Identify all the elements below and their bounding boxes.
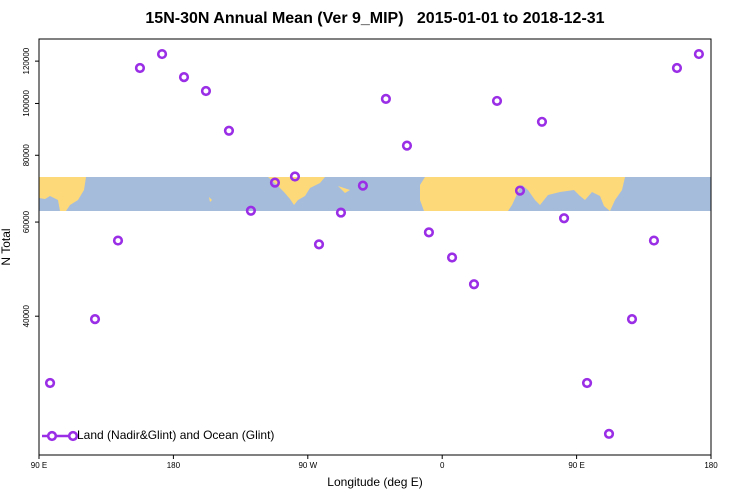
point: [491, 95, 503, 107]
point: [269, 177, 281, 188]
point: [514, 185, 526, 196]
y-tick-label: 40000: [22, 305, 31, 328]
legend-marker: [67, 430, 79, 442]
point: [581, 377, 593, 389]
x-tick-label: 180: [704, 461, 718, 470]
x-axis-label: Longitude (deg E): [327, 475, 422, 489]
point: [648, 235, 660, 246]
point: [156, 48, 168, 60]
point: [401, 140, 413, 151]
point: [603, 428, 615, 439]
point: [178, 72, 190, 83]
chart-title: 15N-30N Annual Mean (Ver 9_MIP) 2015-01-…: [145, 10, 604, 27]
y-tick-label: 120000: [22, 47, 31, 74]
point: [380, 93, 392, 104]
x-tick-label: 90 E: [31, 461, 47, 470]
point: [289, 171, 301, 182]
legend-marker: [46, 430, 58, 442]
point: [446, 252, 458, 263]
legend-entry: Land (Nadir&Glint) and Ocean (Glint): [42, 428, 274, 442]
point: [357, 180, 369, 191]
point: [671, 62, 683, 74]
point: [693, 48, 705, 60]
legend-label: Land (Nadir&Glint) and Ocean (Glint): [77, 428, 274, 442]
map-band: [39, 177, 711, 211]
x-tick-label: 90 E: [568, 461, 584, 470]
point: [200, 85, 212, 97]
x-tick-label: 180: [167, 461, 181, 470]
plot-frame: [38, 38, 712, 456]
y-tick-label: 60000: [22, 210, 31, 233]
point: [626, 314, 638, 325]
point: [223, 125, 235, 136]
point: [536, 116, 548, 127]
point: [134, 62, 146, 74]
point: [44, 377, 56, 389]
y-axis-label: N Total: [0, 228, 13, 265]
point: [112, 235, 124, 246]
y-tick-label: 80000: [22, 144, 31, 167]
point: [313, 239, 325, 250]
point: [468, 279, 480, 290]
point: [89, 314, 101, 325]
y-tick-label: 100000: [22, 90, 31, 117]
point: [558, 213, 570, 224]
point: [423, 227, 435, 238]
x-tick-label: 90 W: [298, 461, 317, 470]
point: [245, 205, 257, 216]
point: [335, 207, 347, 218]
x-tick-label: 0: [440, 461, 445, 470]
